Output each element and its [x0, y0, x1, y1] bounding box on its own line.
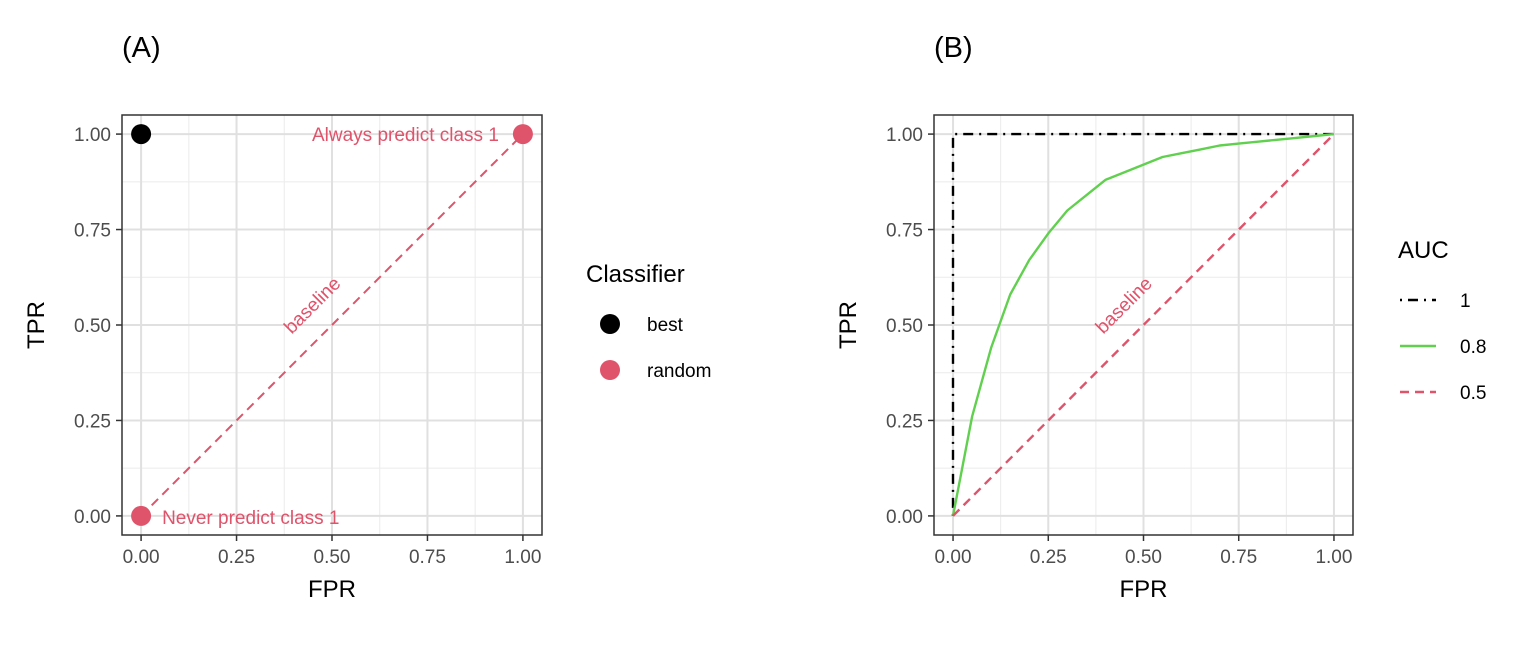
- annotation-always-predict: Always predict class 1: [312, 125, 499, 146]
- data-point-random: [512, 124, 533, 145]
- annotation-never-predict: Never predict class 1: [162, 508, 339, 529]
- x-axis-title: FPR: [308, 576, 356, 603]
- legend-key-random: [600, 360, 620, 380]
- series-line-auc-0-8: [951, 132, 1335, 517]
- x-tick-label: 0.75: [409, 547, 446, 568]
- x-tick-label: 0.25: [218, 547, 255, 568]
- panel-tag: (B): [934, 32, 973, 64]
- y-tick-label: 1.00: [886, 125, 923, 146]
- y-tick-label: 0.75: [74, 221, 111, 242]
- legend-label: random: [647, 361, 711, 382]
- y-axis-title: TPR: [835, 301, 862, 349]
- y-tick-label: 0.50: [886, 316, 923, 337]
- series-line-auc-1: [951, 132, 1334, 516]
- x-tick-label: 0.00: [123, 547, 160, 568]
- chart-panel-a: Always predict class 1 Never predict clas…: [23, 32, 711, 603]
- legend: AUC 1 0.8 0.5: [1398, 237, 1486, 404]
- y-tick-label: 0.75: [886, 221, 923, 242]
- legend-label: 1: [1460, 291, 1471, 312]
- y-tick-label: 0.25: [886, 411, 923, 432]
- data-point-best: [131, 124, 152, 145]
- data-point-random: [131, 505, 152, 526]
- x-tick-label: 0.00: [935, 547, 972, 568]
- legend-key-best: [600, 314, 620, 334]
- legend-label: 0.5: [1460, 383, 1486, 404]
- legend-label: best: [647, 315, 684, 336]
- x-tick-label: 0.75: [1220, 547, 1257, 568]
- panel-tag: (A): [122, 32, 161, 64]
- x-tick-label: 0.50: [314, 547, 351, 568]
- y-tick-label: 0.00: [74, 507, 111, 528]
- y-tick-label: 0.25: [74, 411, 111, 432]
- y-tick-label: 1.00: [74, 125, 111, 146]
- y-tick-label: 0.50: [74, 316, 111, 337]
- x-axis-title: FPR: [1120, 576, 1168, 603]
- y-tick-label: 0.00: [886, 507, 923, 528]
- legend-title: AUC: [1398, 237, 1449, 264]
- legend-title: Classifier: [586, 261, 685, 288]
- x-tick-label: 0.25: [1030, 547, 1067, 568]
- x-tick-label: 0.50: [1125, 547, 1162, 568]
- legend-label: 0.8: [1460, 337, 1486, 358]
- y-axis-title: TPR: [23, 301, 50, 349]
- chart-panel-b: baseline0.000.000.250.250.500.500.750.75…: [835, 32, 1486, 603]
- x-tick-label: 1.00: [504, 547, 541, 568]
- x-tick-label: 1.00: [1315, 547, 1352, 568]
- legend: Classifier best random: [586, 261, 711, 382]
